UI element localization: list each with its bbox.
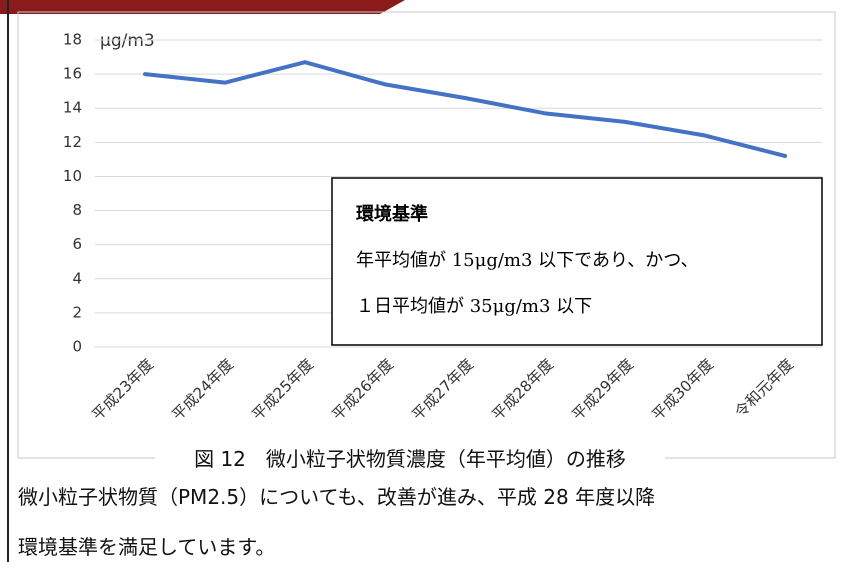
y-tick-label: 16 (63, 65, 82, 83)
x-tick-label: 平成28年度 (488, 355, 557, 424)
annotation-line: 年平均値が 15μg/m3 以下であり、かつ、 (356, 250, 699, 271)
annotation-line: １日平均値が 35μg/m3 以下 (356, 296, 592, 317)
x-tick-label: 平成27年度 (408, 355, 477, 424)
y-tick-label: 10 (63, 167, 82, 185)
body-text: 環境基準を満足しています。 (18, 535, 275, 559)
x-tick-label: 平成25年度 (248, 355, 317, 424)
y-tick-label: 18 (63, 31, 82, 49)
caption: 図 12 微小粒子状物質濃度（年平均値）の推移 (194, 447, 626, 471)
annotation-box (331, 177, 823, 346)
x-tick-label: 平成26年度 (328, 355, 397, 424)
x-tick-label: 平成24年度 (168, 355, 237, 424)
annotation-title: 環境基準 (356, 203, 428, 225)
x-tick-label: 平成23年度 (88, 355, 157, 424)
x-tick-label: 令和元年度 (731, 355, 797, 421)
y-tick-label: 4 (72, 269, 82, 287)
y-tick-label: 0 (72, 338, 82, 356)
y-tick-label: 14 (63, 99, 82, 117)
y-unit: μg/m3 (100, 31, 155, 51)
x-tick-label: 平成29年度 (568, 355, 637, 424)
y-tick-label: 12 (63, 133, 82, 151)
data-line (143, 60, 787, 158)
header-tab (0, 0, 405, 14)
y-tick-label: 8 (72, 201, 82, 219)
caption-bg (155, 447, 665, 477)
x-tick-label: 平成30年度 (648, 355, 717, 424)
y-tick-label: 2 (72, 303, 82, 321)
body-text: 微小粒子状物質（PM2.5）についても、改善が進み、平成 28 年度以降 (18, 485, 655, 509)
y-tick-label: 6 (72, 235, 82, 253)
